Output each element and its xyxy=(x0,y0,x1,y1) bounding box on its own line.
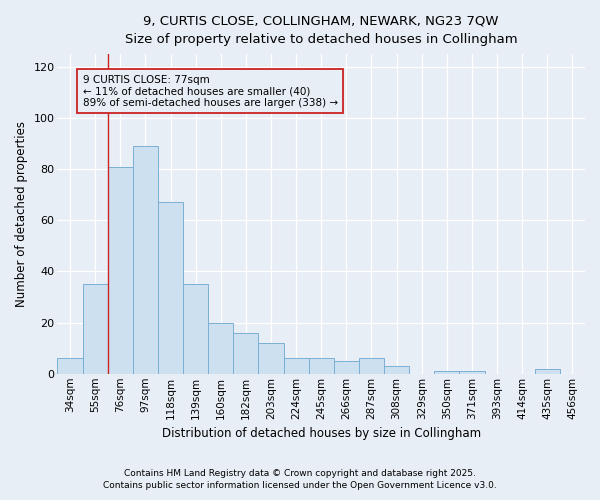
Bar xyxy=(108,166,133,374)
X-axis label: Distribution of detached houses by size in Collingham: Distribution of detached houses by size … xyxy=(161,427,481,440)
Bar xyxy=(384,366,409,374)
Bar xyxy=(58,358,83,374)
Bar xyxy=(434,371,460,374)
Text: 9 CURTIS CLOSE: 77sqm
← 11% of detached houses are smaller (40)
89% of semi-deta: 9 CURTIS CLOSE: 77sqm ← 11% of detached … xyxy=(83,74,338,108)
Bar xyxy=(308,358,334,374)
Text: Contains HM Land Registry data © Crown copyright and database right 2025.
Contai: Contains HM Land Registry data © Crown c… xyxy=(103,468,497,490)
Bar xyxy=(259,343,284,374)
Bar xyxy=(284,358,308,374)
Bar xyxy=(233,333,259,374)
Bar xyxy=(535,368,560,374)
Bar xyxy=(208,322,233,374)
Bar xyxy=(133,146,158,374)
Bar xyxy=(359,358,384,374)
Title: 9, CURTIS CLOSE, COLLINGHAM, NEWARK, NG23 7QW
Size of property relative to detac: 9, CURTIS CLOSE, COLLINGHAM, NEWARK, NG2… xyxy=(125,15,518,46)
Bar xyxy=(83,284,108,374)
Bar xyxy=(183,284,208,374)
Bar xyxy=(460,371,485,374)
Bar xyxy=(334,361,359,374)
Bar xyxy=(158,202,183,374)
Y-axis label: Number of detached properties: Number of detached properties xyxy=(15,121,28,307)
